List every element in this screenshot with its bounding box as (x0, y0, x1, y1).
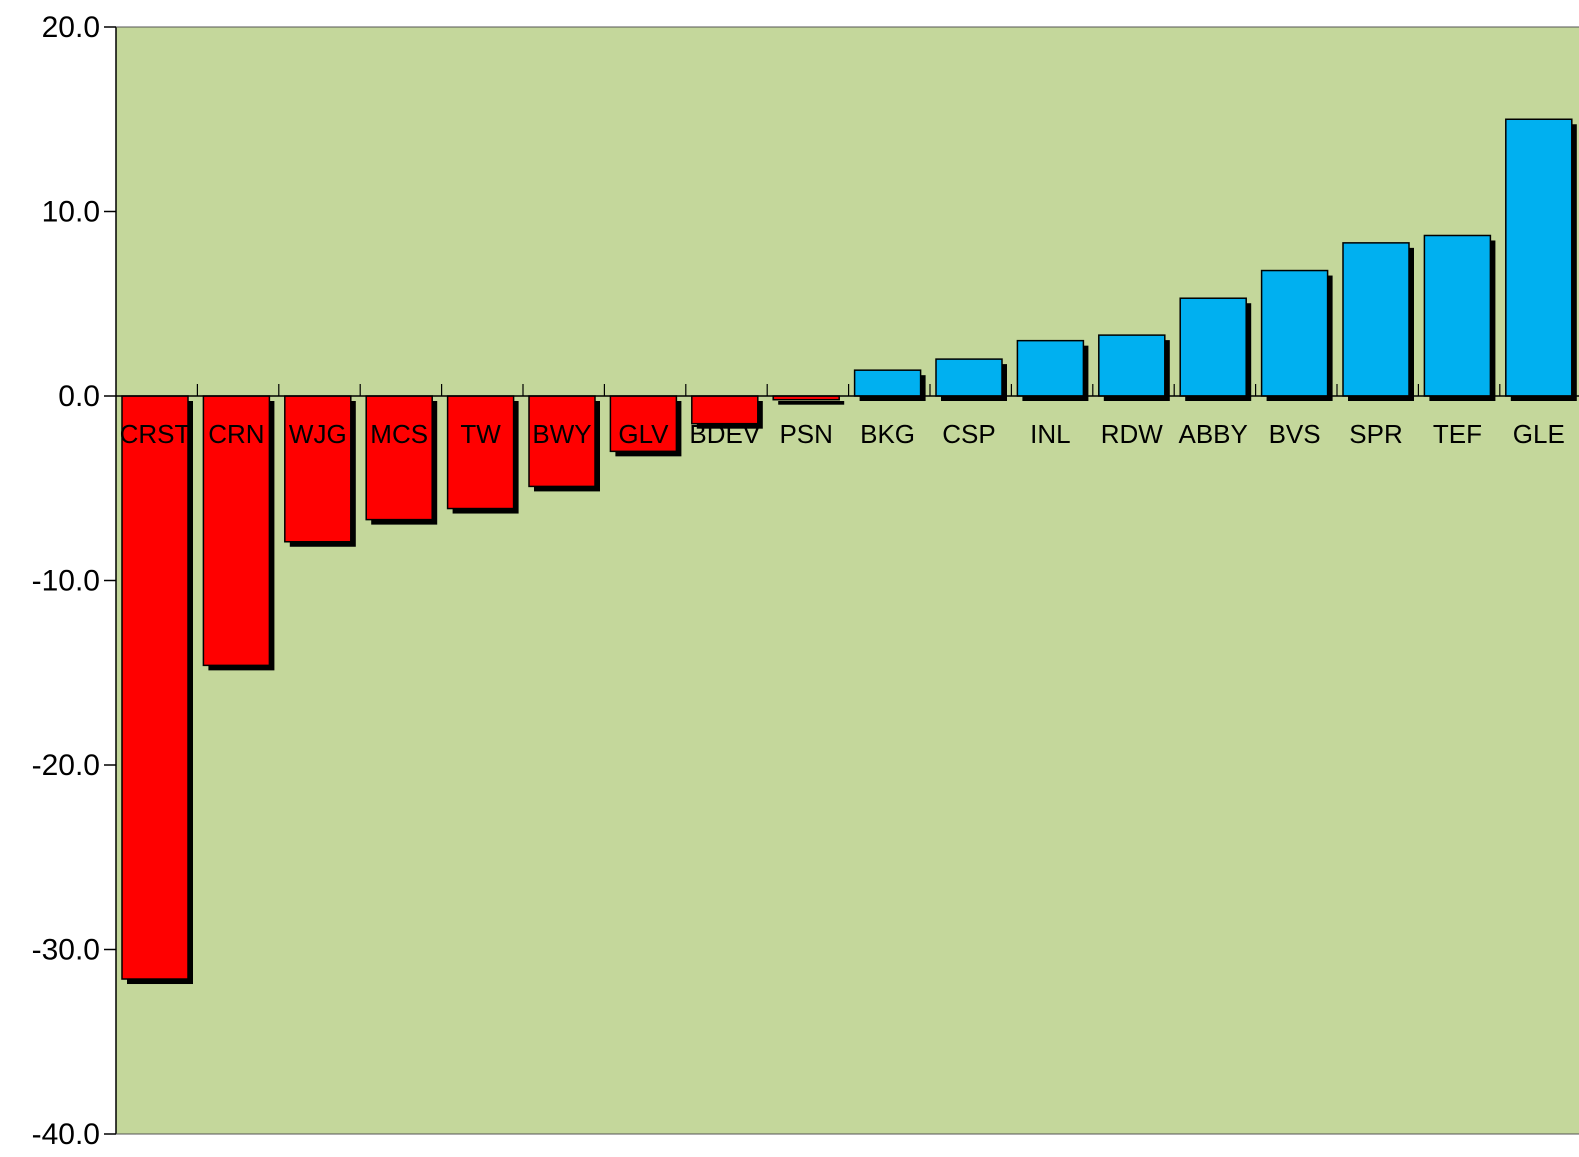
category-label: BWY (532, 419, 591, 449)
bar-mcs (365, 395, 433, 521)
category-labels: CRST CRN WJG MCS TW BWY GLV BDEV PSN BKG CSP INL RDW… (120, 419, 1565, 449)
category-label: GLV (618, 419, 669, 449)
y-tick-label: -30.0 (32, 934, 100, 967)
category-label: BKG (860, 419, 915, 449)
category-label: CRN (208, 419, 264, 449)
bar-crst (121, 395, 189, 980)
bar-tef (1423, 234, 1492, 397)
bar-spr (1342, 242, 1410, 397)
category-label: CSP (942, 419, 995, 449)
category-label: ABBY (1179, 419, 1248, 449)
y-axis-ticks: 20.0 10.0 0.0 -10.0 -20.0 -30.0 -40.0 (32, 11, 116, 1151)
y-tick-label: 0.0 (58, 380, 100, 413)
bar-rdw (1098, 334, 1166, 397)
y-tick-label: 10.0 (42, 196, 100, 229)
bar-inl (1016, 339, 1085, 397)
bar-tw (446, 395, 515, 510)
bar-shadow (778, 401, 845, 405)
category-label: INL (1030, 419, 1070, 449)
y-tick-label: -20.0 (32, 749, 100, 782)
category-label: RDW (1101, 419, 1164, 449)
bar-bwy (528, 395, 596, 488)
category-label: WJG (289, 419, 347, 449)
category-label: CRST (120, 419, 191, 449)
bar-bvs (1260, 269, 1329, 397)
y-tick-label: 20.0 (42, 11, 100, 44)
bar-crn (202, 395, 271, 667)
category-label: GLE (1513, 419, 1565, 449)
x-axis-ticks (196, 384, 1501, 396)
bar-abby (1179, 297, 1247, 397)
bar-bkg (853, 369, 922, 397)
bar-gle (1505, 118, 1573, 397)
category-label: PSN (779, 419, 832, 449)
plot-area (116, 27, 1579, 1134)
category-label: TEF (1433, 419, 1482, 449)
category-label: TW (460, 419, 501, 449)
bars-group (121, 118, 1577, 985)
category-label: BVS (1269, 419, 1321, 449)
bar-csp (935, 358, 1003, 397)
bar-wjg (284, 395, 352, 543)
category-label: MCS (370, 419, 428, 449)
y-tick-label: -40.0 (32, 1118, 100, 1151)
y-tick-label: -10.0 (32, 565, 100, 598)
bar-glv (609, 395, 678, 453)
category-label: BDEV (689, 419, 760, 449)
category-label: SPR (1349, 419, 1402, 449)
